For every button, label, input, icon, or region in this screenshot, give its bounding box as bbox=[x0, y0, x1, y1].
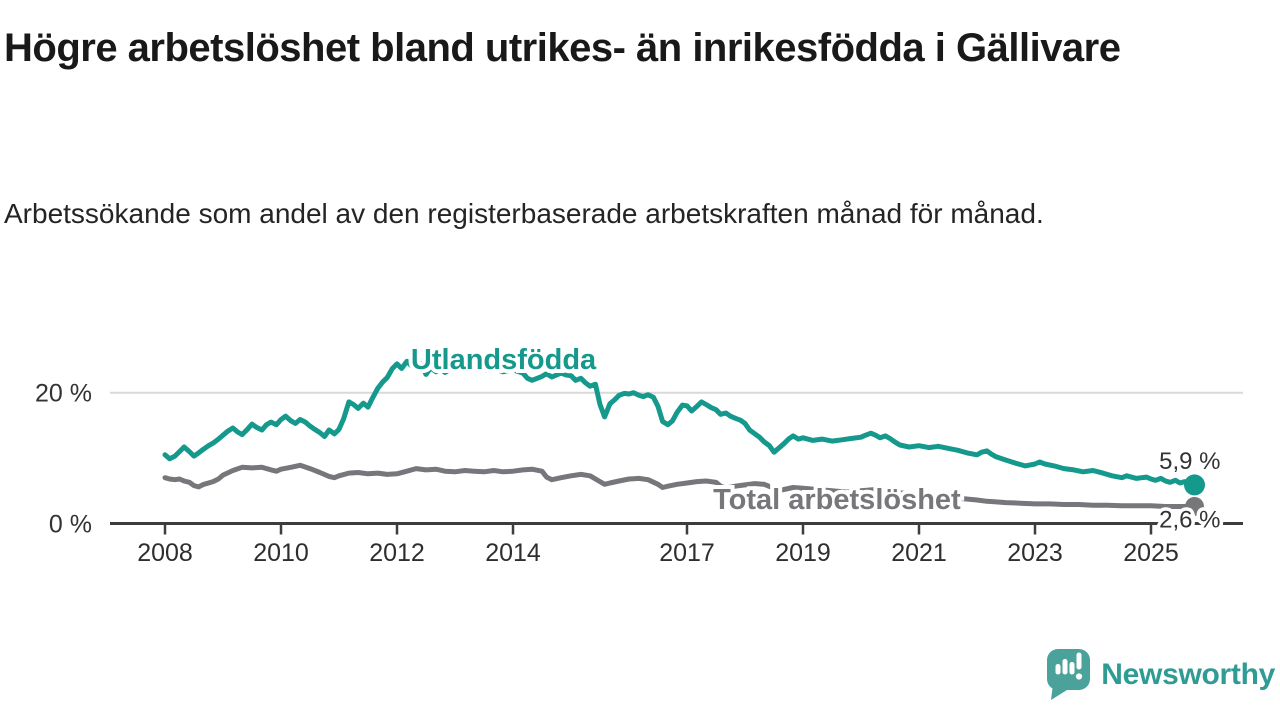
y-tick-label-20: 20 % bbox=[35, 380, 92, 408]
data-series bbox=[162, 358, 1205, 516]
series-end-value-1: 2,6 % bbox=[1159, 506, 1220, 533]
x-tick-label-2008: 2008 bbox=[137, 539, 193, 567]
series-end-dot-1 bbox=[1185, 496, 1204, 516]
x-tick-label-2017: 2017 bbox=[659, 539, 715, 567]
series-line-1 bbox=[162, 462, 1197, 509]
series-labels: 5,9 % Utlandsfödda 2,6 % Total arbetslöshet bbox=[407, 340, 1224, 537]
series-line-0 bbox=[162, 358, 1197, 488]
series-end-value-0: 5,9 % bbox=[1159, 448, 1220, 475]
x-tick-label-2012: 2012 bbox=[369, 539, 425, 567]
x-tick-label-2021: 2021 bbox=[891, 539, 947, 567]
axis-ticks bbox=[163, 525, 1153, 535]
x-tick-label-2014: 2014 bbox=[485, 539, 541, 567]
x-tick-label-2010: 2010 bbox=[253, 539, 309, 567]
page-title: Högre arbetslöshet bland utrikes- än inr… bbox=[4, 26, 1121, 70]
newsworthy-logo[interactable]: Newsworthy bbox=[1046, 647, 1275, 703]
y-tick-label-0: 0 % bbox=[49, 511, 92, 539]
chart-subtitle: Arbetssökande som andel av den registerb… bbox=[4, 198, 1044, 229]
x-tick-label-2023: 2023 bbox=[1007, 539, 1063, 567]
series-name-label-1: Total arbetslöshet bbox=[713, 484, 961, 516]
x-tick-label-2025: 2025 bbox=[1123, 539, 1179, 567]
newsworthy-logo-text: Newsworthy bbox=[1101, 658, 1275, 691]
x-tick-label-2019: 2019 bbox=[775, 539, 831, 567]
series-name-label-0: Utlandsfödda bbox=[411, 344, 597, 376]
newsworthy-logo-icon bbox=[1047, 649, 1091, 700]
axis-tick-labels: 0 % 20 % 2008 2010 2012 2014 2017 2019 2021 2023 2… bbox=[35, 380, 1179, 567]
series-end-dot-0 bbox=[1184, 474, 1205, 496]
